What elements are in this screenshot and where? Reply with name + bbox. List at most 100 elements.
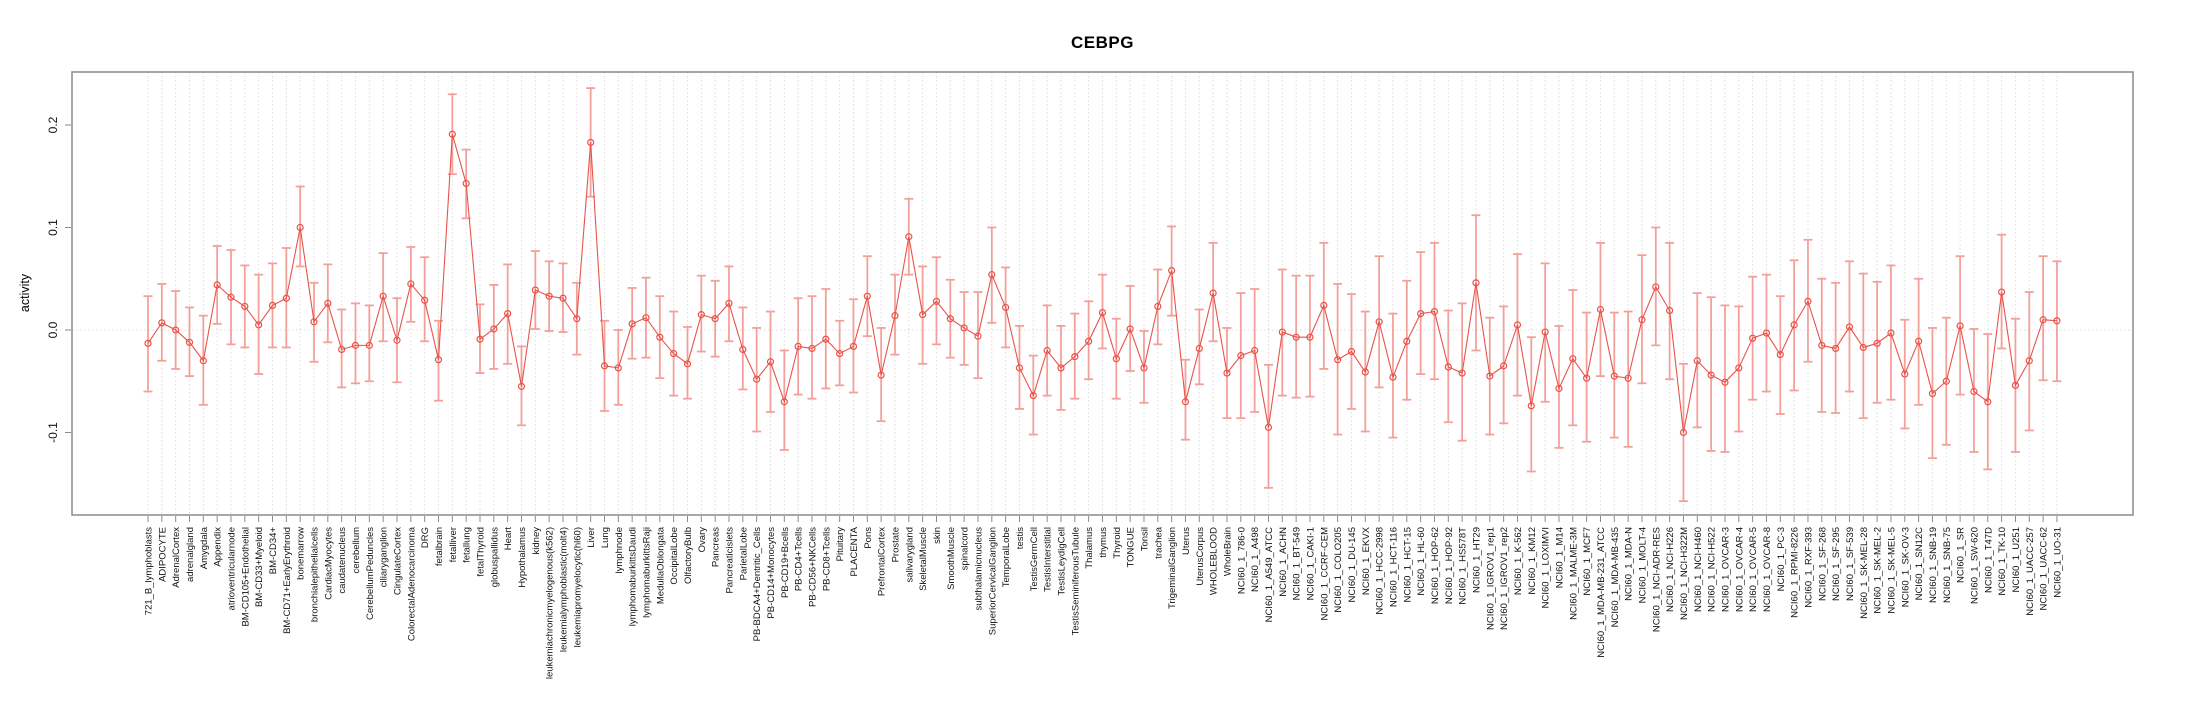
data-point xyxy=(1942,377,1950,385)
data-point xyxy=(310,318,318,326)
data-point xyxy=(780,398,788,406)
x-tick-label: lymphomaburkittsDaudi xyxy=(628,527,639,626)
x-tick-label: NCI60_1_BT-549 xyxy=(1292,527,1303,600)
data-point xyxy=(1638,316,1646,324)
data-point xyxy=(642,314,650,322)
data-point xyxy=(158,319,166,327)
x-tick-label: NCI60_1_SN12C xyxy=(1914,527,1925,601)
data-point xyxy=(1652,283,1660,291)
data-point xyxy=(517,382,526,390)
x-tick-label: DRG xyxy=(420,527,431,548)
data-point xyxy=(1569,355,1577,363)
data-point xyxy=(448,130,456,138)
data-point xyxy=(296,223,304,232)
data-point xyxy=(974,332,982,340)
error-bars xyxy=(143,87,2062,503)
data-point xyxy=(932,297,941,305)
x-tick-label: NCI60_1_M14 xyxy=(1554,527,1565,588)
x-tick-label: Ovary xyxy=(697,527,708,553)
data-point xyxy=(1998,288,2006,296)
x-tick-label: NCI60_1_A498 xyxy=(1250,527,1261,592)
x-tick-label: thymus xyxy=(1098,527,1109,558)
data-point xyxy=(1666,306,1674,315)
data-point xyxy=(227,293,235,301)
x-tick-label: NCI60_1_U251 xyxy=(2011,527,2022,593)
x-tick-label: PB-CD19+Bcells xyxy=(780,527,791,598)
data-point xyxy=(393,336,401,344)
x-tick-label: Pancreas xyxy=(711,527,722,567)
x-tick-label: NCI60_1_NCI-H460 xyxy=(1693,527,1704,612)
data-point xyxy=(1071,353,1079,361)
x-tick-label: subthalamicnucleus xyxy=(973,527,984,611)
data-point xyxy=(1915,337,1923,345)
data-point xyxy=(1804,297,1812,305)
x-tick-label: SuperiorCervicalGanglion xyxy=(987,527,998,635)
x-tick-label: NCI60_1_SK-OV-3 xyxy=(1900,527,1911,607)
data-point xyxy=(656,333,664,341)
x-tick-label: leukemialymphoblastic(molt4) xyxy=(558,527,569,652)
data-point xyxy=(1458,369,1466,377)
x-tick-label: CardiacMyocytes xyxy=(323,527,334,600)
x-tick-label: lymphomaburkittsRaji xyxy=(641,527,652,618)
x-tick-label: NCI60_1_NCI-H226 xyxy=(1665,527,1676,612)
x-tick-label: NCI60_1_PC-3 xyxy=(1776,527,1787,591)
data-point xyxy=(1334,356,1342,364)
data-point xyxy=(1776,351,1784,359)
data-point xyxy=(739,345,747,354)
x-tick-label: Prostate xyxy=(890,527,901,562)
data-point xyxy=(531,286,539,294)
data-point xyxy=(1403,337,1411,345)
x-tick-label: NCI60_1_MOLT-4 xyxy=(1637,527,1648,603)
data-point xyxy=(1610,372,1618,380)
x-tick-label: NCI60_1_HL-60 xyxy=(1416,527,1427,596)
x-tick-label: NCI60_1_RPMI-8226 xyxy=(1790,527,1801,618)
data-point xyxy=(877,371,885,379)
data-point xyxy=(849,342,858,350)
data-point xyxy=(144,339,152,347)
x-tick-label: caudatenucleus xyxy=(337,527,348,594)
data-point xyxy=(1873,339,1881,347)
data-point xyxy=(545,292,553,300)
x-tick-label: NCI60_1_UO-31 xyxy=(2052,527,2063,598)
x-tick-label: NCI60_1_SK-MEL-28 xyxy=(1859,527,1870,619)
data-point xyxy=(255,321,263,329)
x-tick-label: fetalliver xyxy=(448,527,459,562)
x-tick-label: BM-CD34+ xyxy=(268,527,279,575)
series-line xyxy=(147,134,2057,433)
x-tick-label: TestisLeydigCell xyxy=(1056,527,1067,596)
x-tick-label: NCI60_1_OVCAR-8 xyxy=(1762,527,1773,612)
chart-title: CEBPG xyxy=(1071,33,1134,52)
data-point xyxy=(1195,344,1203,353)
data-point xyxy=(241,302,249,311)
data-point xyxy=(213,281,221,289)
data-point xyxy=(794,342,802,350)
x-tick-label: ciliaryganglion xyxy=(379,527,390,587)
data-point xyxy=(891,312,899,320)
x-tick-label: fetallung xyxy=(462,527,473,563)
x-tick-label: NCI60_1_HS578T xyxy=(1458,527,1469,605)
x-tick-label: TrigeminalGanglion xyxy=(1167,527,1178,609)
x-tick-label: NCI60_1_786-0 xyxy=(1236,527,1247,594)
data-point xyxy=(365,341,373,349)
x-tick-label: leukemiapromyelocytic(hl60) xyxy=(572,527,583,647)
x-tick-label: PB-CD8+Tcells xyxy=(821,527,832,591)
x-tick-label: MedullaOblongata xyxy=(655,526,666,604)
x-tick-label: NCI60_1_RXF-393 xyxy=(1803,527,1814,608)
x-tick-label: TONGUE xyxy=(1126,527,1137,567)
x-tick-label: OccipitalLobe xyxy=(669,527,680,585)
data-point xyxy=(1486,372,1494,380)
x-tick-label: NCI60_1_MDA-MB-231_ATCC xyxy=(1596,527,1607,658)
data-point xyxy=(338,345,346,354)
x-tick-label: Amygdala xyxy=(199,526,210,569)
data-point xyxy=(1154,302,1162,311)
x-tick-label: WHOLEBLOOD xyxy=(1209,527,1220,595)
x-tick-label: TemporalLobe xyxy=(1001,527,1012,587)
data-point xyxy=(407,280,415,288)
data-point xyxy=(1389,373,1397,381)
data-point xyxy=(1555,384,1563,393)
data-point xyxy=(905,233,913,241)
x-tick-label: Thalamus xyxy=(1084,527,1095,569)
data-point xyxy=(2025,357,2033,365)
x-tick-label: spinalcord xyxy=(960,527,971,570)
data-point xyxy=(836,349,844,358)
